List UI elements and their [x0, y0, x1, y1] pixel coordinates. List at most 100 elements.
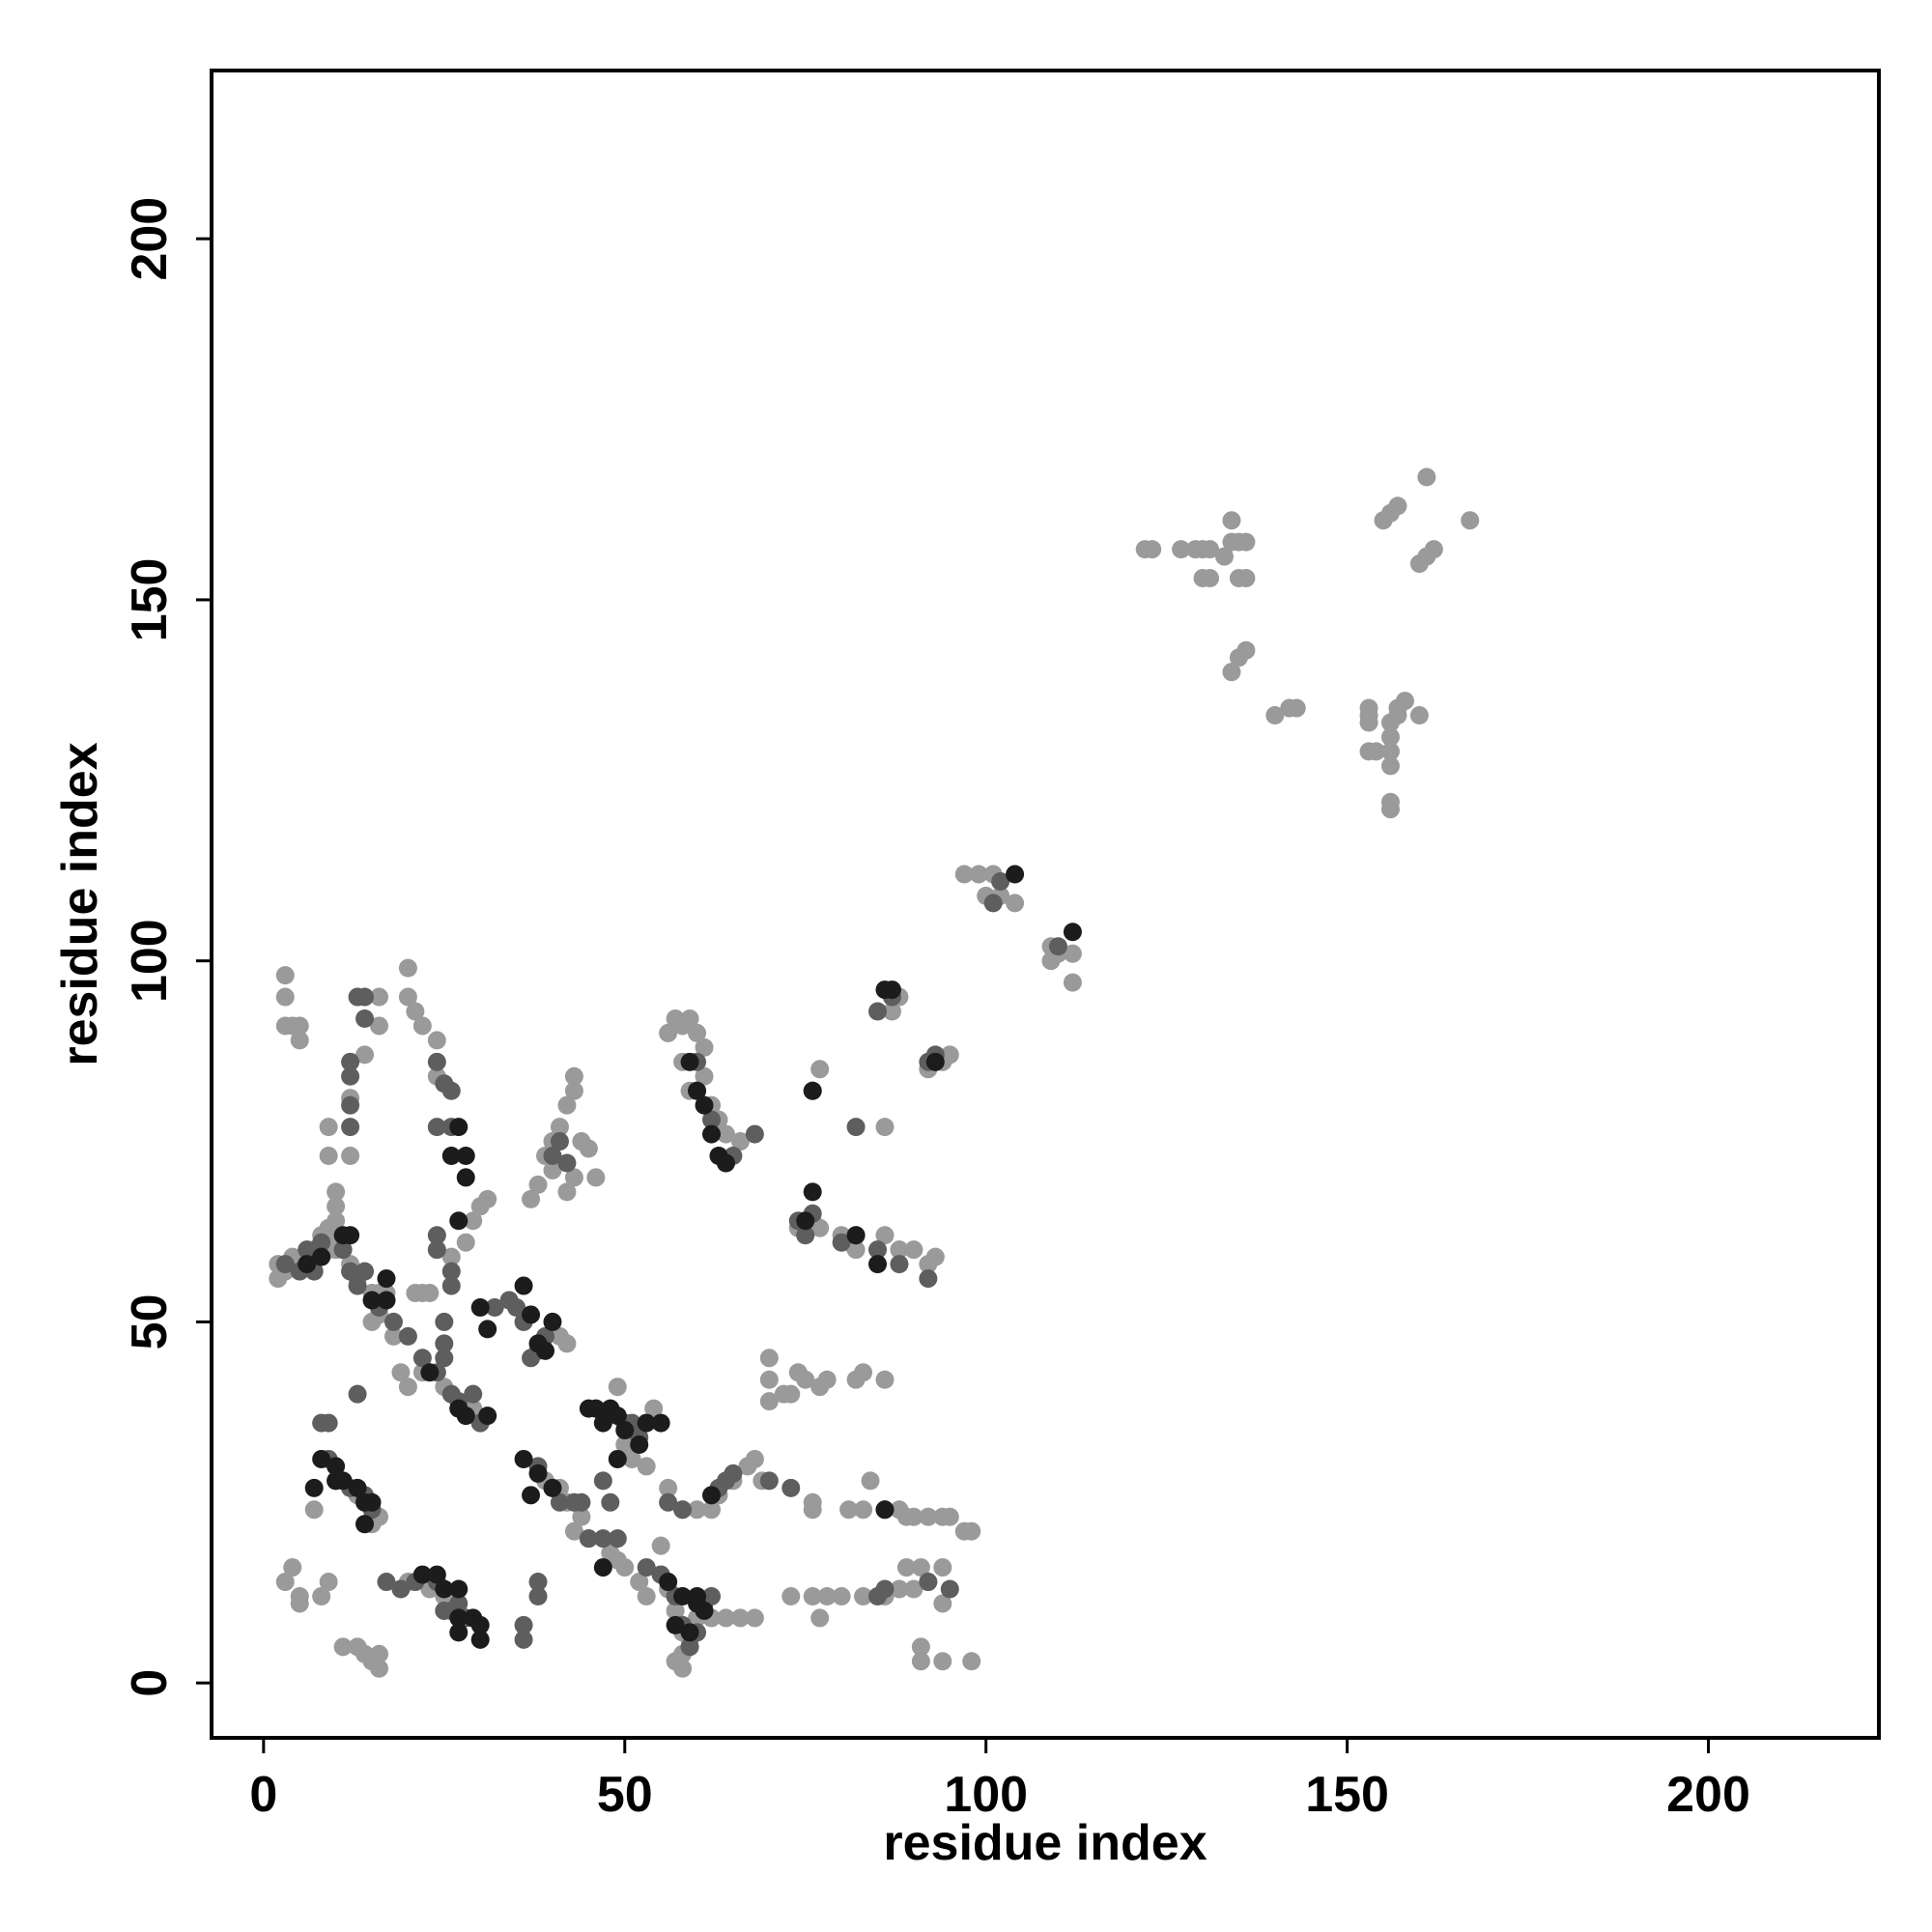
point — [341, 1118, 360, 1137]
point — [449, 1118, 469, 1137]
point — [796, 1370, 815, 1389]
point — [868, 1255, 888, 1274]
point — [702, 1110, 722, 1129]
point — [369, 1659, 388, 1678]
point — [398, 958, 417, 978]
point — [882, 1002, 901, 1021]
point — [290, 1016, 309, 1036]
point — [875, 1226, 895, 1245]
point — [846, 1240, 866, 1260]
point — [608, 1449, 627, 1468]
point — [593, 1558, 612, 1577]
point — [384, 1312, 403, 1331]
point — [1236, 568, 1256, 587]
point — [615, 1421, 635, 1440]
point — [868, 1240, 888, 1260]
point — [412, 1349, 432, 1368]
point — [319, 1573, 338, 1592]
point — [398, 987, 417, 1007]
point — [969, 865, 988, 884]
point — [470, 1615, 490, 1634]
point — [933, 1594, 952, 1613]
point — [622, 1449, 641, 1468]
point — [470, 1297, 490, 1317]
point — [528, 1175, 548, 1194]
point — [327, 1457, 346, 1476]
point — [355, 1262, 375, 1281]
x-tick-label: 200 — [1666, 1767, 1750, 1823]
point — [319, 1118, 338, 1137]
point — [478, 1406, 497, 1426]
point — [745, 1608, 764, 1628]
point — [716, 1124, 735, 1144]
point — [608, 1406, 627, 1426]
point — [695, 1601, 714, 1620]
point — [716, 1153, 735, 1173]
point — [543, 1312, 562, 1331]
point — [716, 1608, 735, 1628]
point — [962, 1652, 981, 1671]
point — [680, 1637, 699, 1657]
point — [890, 1255, 909, 1274]
point — [1417, 468, 1436, 487]
point — [630, 1435, 649, 1455]
point — [666, 1652, 685, 1671]
point — [940, 1045, 959, 1065]
point — [637, 1413, 656, 1433]
point — [355, 1515, 375, 1534]
point — [333, 1471, 353, 1491]
point — [637, 1586, 656, 1605]
point — [362, 1492, 382, 1512]
point — [817, 1586, 837, 1605]
point — [522, 1305, 541, 1324]
point — [269, 1269, 288, 1289]
point — [1367, 742, 1386, 761]
point — [810, 1218, 830, 1237]
point — [659, 1023, 678, 1042]
point — [572, 1507, 591, 1526]
point — [522, 1486, 541, 1505]
point — [550, 1492, 569, 1512]
point — [644, 1399, 664, 1418]
point — [398, 1378, 417, 1397]
point — [1380, 727, 1400, 747]
point — [290, 1586, 309, 1605]
point — [435, 1334, 454, 1353]
point — [695, 1095, 714, 1115]
x-axis-title: residue index — [883, 1815, 1207, 1871]
point — [875, 1500, 895, 1520]
point — [362, 1291, 382, 1310]
point — [1041, 952, 1061, 971]
point — [572, 1492, 591, 1512]
point — [730, 1132, 750, 1151]
point — [528, 1573, 548, 1592]
point — [925, 1247, 945, 1266]
point — [557, 1153, 577, 1173]
x-tick-label: 0 — [249, 1767, 277, 1823]
point — [1143, 540, 1162, 559]
point — [615, 1558, 635, 1577]
point — [412, 1565, 432, 1584]
point — [406, 1002, 425, 1021]
point — [702, 1124, 722, 1144]
point — [298, 1255, 317, 1274]
point — [464, 1211, 483, 1231]
point — [341, 1262, 360, 1281]
point — [528, 1586, 548, 1605]
point — [695, 1037, 714, 1057]
point — [522, 1349, 541, 1368]
point — [1048, 937, 1067, 956]
point — [1063, 923, 1082, 942]
point — [803, 1081, 822, 1100]
point — [427, 1240, 446, 1260]
point — [369, 987, 388, 1007]
y-tick-label: 50 — [122, 1294, 178, 1350]
point — [319, 1147, 338, 1166]
point — [283, 1558, 302, 1577]
point — [854, 1500, 873, 1520]
point — [890, 1240, 909, 1260]
point — [1222, 511, 1241, 530]
point — [919, 1573, 938, 1592]
point — [377, 1269, 396, 1289]
point — [456, 1406, 475, 1426]
